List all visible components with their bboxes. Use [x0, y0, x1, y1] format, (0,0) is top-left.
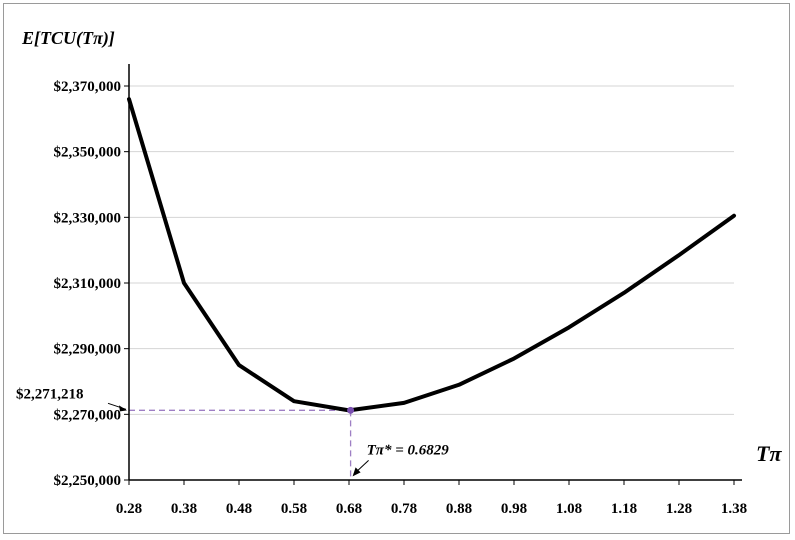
x-axis-label: Tπ	[756, 441, 782, 466]
y-tick-label: $2,270,000	[54, 407, 122, 423]
optimum-y-arrowhead	[119, 405, 127, 412]
series-line	[127, 97, 736, 413]
data-point	[512, 357, 516, 361]
optimum-point	[347, 406, 355, 414]
x-tick-label: 0.98	[501, 501, 527, 517]
x-tick-labels: 0.28 0.38 0.48 0.58 0.68 0.78 0.88 0.98 1.08 1.18…	[116, 501, 747, 517]
data-point	[402, 401, 406, 405]
y-tick-label: $2,350,000	[54, 145, 122, 161]
y-tick-label: $2,290,000	[54, 342, 122, 358]
y-tick-label: $2,310,000	[54, 276, 122, 292]
x-tick-label: 0.58	[281, 501, 307, 517]
data-point	[732, 214, 736, 218]
optimum-x-arrowhead	[352, 467, 361, 477]
data-point	[237, 363, 241, 367]
annotations: $2,271,218 Tπ* = 0.6829	[16, 386, 450, 477]
axis-labels: E[TCU(Tπ)] Tπ	[21, 28, 782, 466]
axes	[124, 64, 742, 485]
reference-lines	[129, 409, 352, 480]
data-point	[292, 399, 296, 403]
data-point	[127, 97, 131, 101]
x-tick-label: 0.28	[116, 501, 142, 517]
data-point	[457, 383, 461, 387]
data-point	[567, 325, 571, 329]
data-point	[622, 291, 626, 295]
line-chart: $2,250,000 $2,270,000 $2,290,000 $2,310,000…	[16, 28, 782, 517]
data-point	[677, 253, 681, 257]
x-tick-label: 0.38	[171, 501, 197, 517]
optimum-x-label: Tπ* = 0.6829	[367, 442, 450, 458]
x-tick-label: 0.68	[336, 501, 362, 517]
y-tick-label: $2,370,000	[54, 79, 122, 95]
x-tick-label: 1.38	[721, 501, 747, 517]
y-tick-label: $2,250,000	[54, 473, 122, 489]
x-tick-label: 1.28	[666, 501, 692, 517]
data-point	[182, 281, 186, 285]
x-tick-label: 1.18	[611, 501, 637, 517]
y-tick-labels: $2,250,000 $2,270,000 $2,290,000 $2,310,000…	[54, 79, 122, 489]
series	[127, 97, 736, 413]
optimum-y-label: $2,271,218	[16, 386, 84, 402]
gridlines	[129, 85, 734, 415]
y-tick-label: $2,330,000	[54, 210, 122, 226]
y-axis-label: E[TCU(Tπ)]	[21, 28, 115, 49]
x-tick-label: 0.78	[391, 501, 417, 517]
x-tick-label: 1.08	[556, 501, 582, 517]
chart-frame: $2,250,000 $2,270,000 $2,290,000 $2,310,000…	[3, 3, 790, 534]
x-tick-label: 0.88	[446, 501, 472, 517]
x-tick-label: 0.48	[226, 501, 252, 517]
